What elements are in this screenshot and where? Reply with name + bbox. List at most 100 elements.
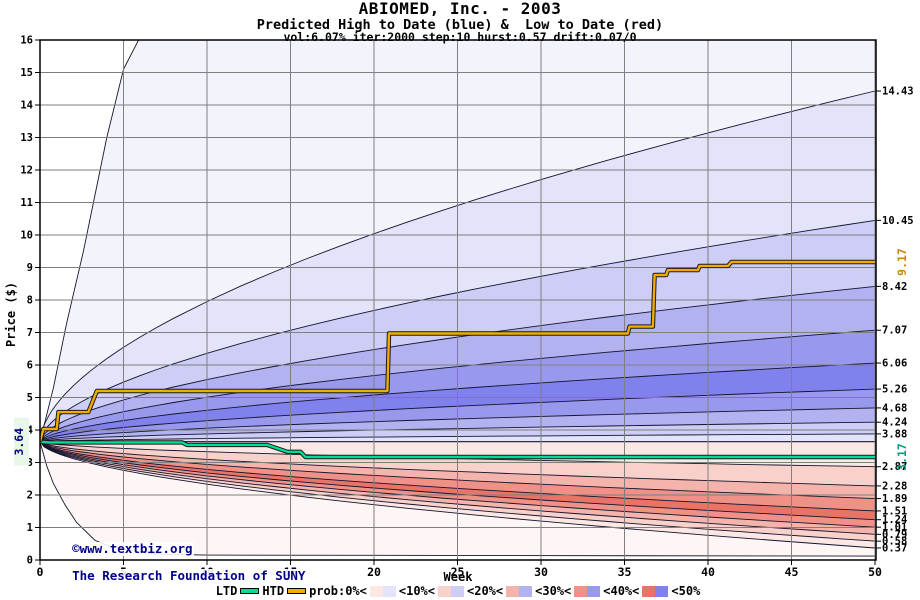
watermark-org: The Research Foundation of SUNY — [71, 568, 307, 584]
band-end-label-3.88: 3.88 — [882, 428, 907, 440]
legend-htd-label: HTD — [262, 584, 285, 598]
legend: LTD HTD prob:0%< <10%< <20%< <30%< <40%< <50% — [40, 584, 876, 598]
y-tick-label-4: 4 — [27, 425, 33, 437]
low-band-2 — [40, 441, 875, 499]
legend-prob-label-0: prob:0%< — [309, 584, 367, 598]
chart-title: ABIOMED, Inc. - 2003 — [358, 0, 562, 18]
x-tick-label-50: 50 — [868, 565, 882, 579]
band-boundary-16 — [40, 441, 876, 521]
y-tick-label-13: 13 — [20, 132, 33, 144]
band-end-label-0.37: 0.37 — [882, 542, 907, 554]
legend-prob-swatch-2 — [506, 585, 533, 597]
band-boundary-1 — [40, 90, 876, 442]
band-boundary-18 — [40, 441, 876, 535]
y-tick-label-3: 3 — [27, 457, 33, 469]
y-tick-label-6: 6 — [27, 360, 33, 372]
band-boundary-15 — [40, 441, 876, 512]
x-tick-label-30: 30 — [534, 565, 548, 579]
htd-end-label: 9.17 — [895, 248, 909, 276]
x-axis-label: Week — [443, 570, 473, 584]
band-end-label-4.24: 4.24 — [882, 417, 907, 429]
low-band-3 — [40, 441, 875, 511]
x-tick-label-40: 40 — [701, 565, 715, 579]
legend-swatch-blue-1 — [451, 585, 464, 597]
band-end-label-1.24: 1.24 — [882, 514, 907, 526]
y-tick-label-5: 5 — [27, 392, 33, 404]
y-tick-label-10: 10 — [20, 230, 33, 242]
band-end-label-1.01: 1.01 — [882, 522, 907, 534]
legend-prob-label-3: <30%< — [535, 584, 572, 598]
y-tick-label-2: 2 — [27, 490, 33, 502]
legend-htd-swatch — [287, 588, 307, 594]
start-label-bg — [14, 417, 29, 466]
y-tick-label-15: 15 — [20, 67, 33, 79]
band-boundary-5 — [40, 362, 876, 443]
y-tick-label-1: 1 — [27, 522, 33, 534]
band-boundary-8 — [40, 421, 876, 443]
band-boundary-4 — [40, 329, 876, 442]
chart-header: ABIOMED, Inc. - 2003 Predicted High to D… — [0, 0, 920, 44]
band-boundary-20 — [40, 441, 876, 549]
plot-area — [40, 40, 876, 560]
legend-swatch-red-4 — [642, 585, 656, 597]
legend-prob-label-1: <10%< — [398, 584, 435, 598]
y-tick-label-16: 16 — [20, 35, 33, 47]
band-boundary-6 — [40, 388, 876, 443]
band-boundary-12 — [40, 441, 876, 468]
y-tick-label-8: 8 — [27, 295, 33, 307]
y-tick-label-14: 14 — [20, 100, 33, 112]
band-end-label-7.07: 7.07 — [882, 325, 907, 337]
y-tick-label-11: 11 — [20, 197, 33, 209]
band-end-label-2.87: 2.87 — [882, 461, 907, 473]
band-end-label-6.06: 6.06 — [882, 358, 907, 370]
y-tick-label-7: 7 — [27, 327, 33, 339]
x-tick-label-45: 45 — [785, 565, 799, 579]
band-end-label-0.58: 0.58 — [882, 536, 907, 548]
legend-prob-label-5: <50% — [671, 584, 701, 598]
band-boundary-17 — [40, 441, 876, 528]
legend-swatch-blue-2 — [519, 585, 533, 597]
x-tick-label-20: 20 — [367, 565, 381, 579]
legend-swatch-red-1 — [438, 585, 451, 597]
band-end-label-4.68: 4.68 — [882, 402, 907, 414]
legend-prob-swatch-0 — [369, 585, 396, 597]
y-tick-label-9: 9 — [27, 262, 33, 274]
band-boundary-3 — [40, 285, 876, 442]
high-band-0 — [40, 40, 875, 442]
legend-prob-swatch-3 — [574, 585, 601, 597]
start-price-label: 3.64 — [12, 428, 26, 456]
band-end-label-8.42: 8.42 — [882, 281, 907, 293]
band-end-label-10.45: 10.45 — [882, 215, 914, 227]
legend-prob-label-2: <20%< — [467, 584, 504, 598]
y-axis-label: Price ($) — [4, 281, 18, 347]
band-boundary-14 — [40, 441, 876, 500]
legend-swatch-red-3 — [574, 585, 588, 597]
legend-swatch-blue-0 — [382, 585, 396, 597]
legend-prob-swatch-4 — [642, 585, 669, 597]
y-tick-label-0: 0 — [27, 555, 33, 567]
legend-prob-label-4: <40%< — [603, 584, 640, 598]
watermark: ©www.textbiz.org The Research Foundation… — [41, 528, 307, 597]
y-tick-label-12: 12 — [20, 165, 33, 177]
band-end-label-14.43: 14.43 — [882, 86, 914, 98]
band-boundary-13 — [40, 441, 876, 487]
x-tick-label-0: 0 — [37, 565, 44, 579]
chart-params: vol:6.07% iter:2000 step:10 hurst:0.57 d… — [283, 29, 637, 44]
band-boundary-7 — [40, 407, 876, 443]
ltd-line — [40, 440, 875, 459]
band-end-label-1.51: 1.51 — [882, 505, 907, 517]
watermark-url: ©www.textbiz.org — [71, 540, 194, 556]
legend-ltd-swatch — [240, 588, 260, 594]
legend-swatch-blue-4 — [655, 585, 669, 597]
x-tick-label-25: 25 — [451, 565, 465, 579]
ltd-end-label: 3.17 — [895, 443, 909, 471]
band-end-label-0.79: 0.79 — [882, 529, 907, 541]
band-end-label-1.89: 1.89 — [882, 493, 907, 505]
legend-ltd-label: LTD — [215, 584, 238, 598]
htd-line — [40, 260, 875, 443]
x-tick-label-35: 35 — [618, 565, 632, 579]
band-end-label-2.28: 2.28 — [882, 480, 907, 492]
chart-subtitle: Predicted High to Date (blue) & Low to D… — [256, 16, 664, 33]
